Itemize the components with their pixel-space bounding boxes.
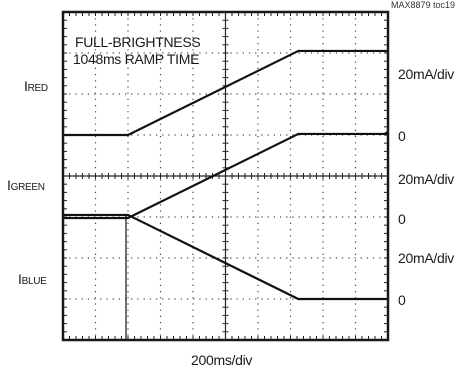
trace-red-zero: 0 xyxy=(398,128,406,144)
trace-red-line xyxy=(63,49,388,137)
trace-blue-zero: 0 xyxy=(398,292,406,308)
trace-blue-scale: 20mA/div xyxy=(398,250,454,266)
trace-red-scale: 20mA/div xyxy=(398,66,454,82)
figure-id: MAX8879 toc19 xyxy=(390,0,455,10)
trace-green-name: IGREEN xyxy=(7,177,45,193)
trace-green-scale: 20mA/div xyxy=(398,171,454,187)
trace-blue-name: IBLUE xyxy=(18,271,47,287)
trace-blue-line xyxy=(63,213,388,301)
plot-frame xyxy=(61,10,390,342)
scope-traces xyxy=(63,49,389,340)
annotation-line-2: 1048ms RAMP TIME xyxy=(73,51,200,67)
annotation-line-1: FULL-BRIGHTNESS xyxy=(75,34,201,50)
trace-green-line xyxy=(63,132,388,220)
trace-red-name: IRED xyxy=(24,78,48,94)
x-axis-label: 200ms/div xyxy=(191,352,253,368)
trace-green-zero: 0 xyxy=(398,211,406,227)
